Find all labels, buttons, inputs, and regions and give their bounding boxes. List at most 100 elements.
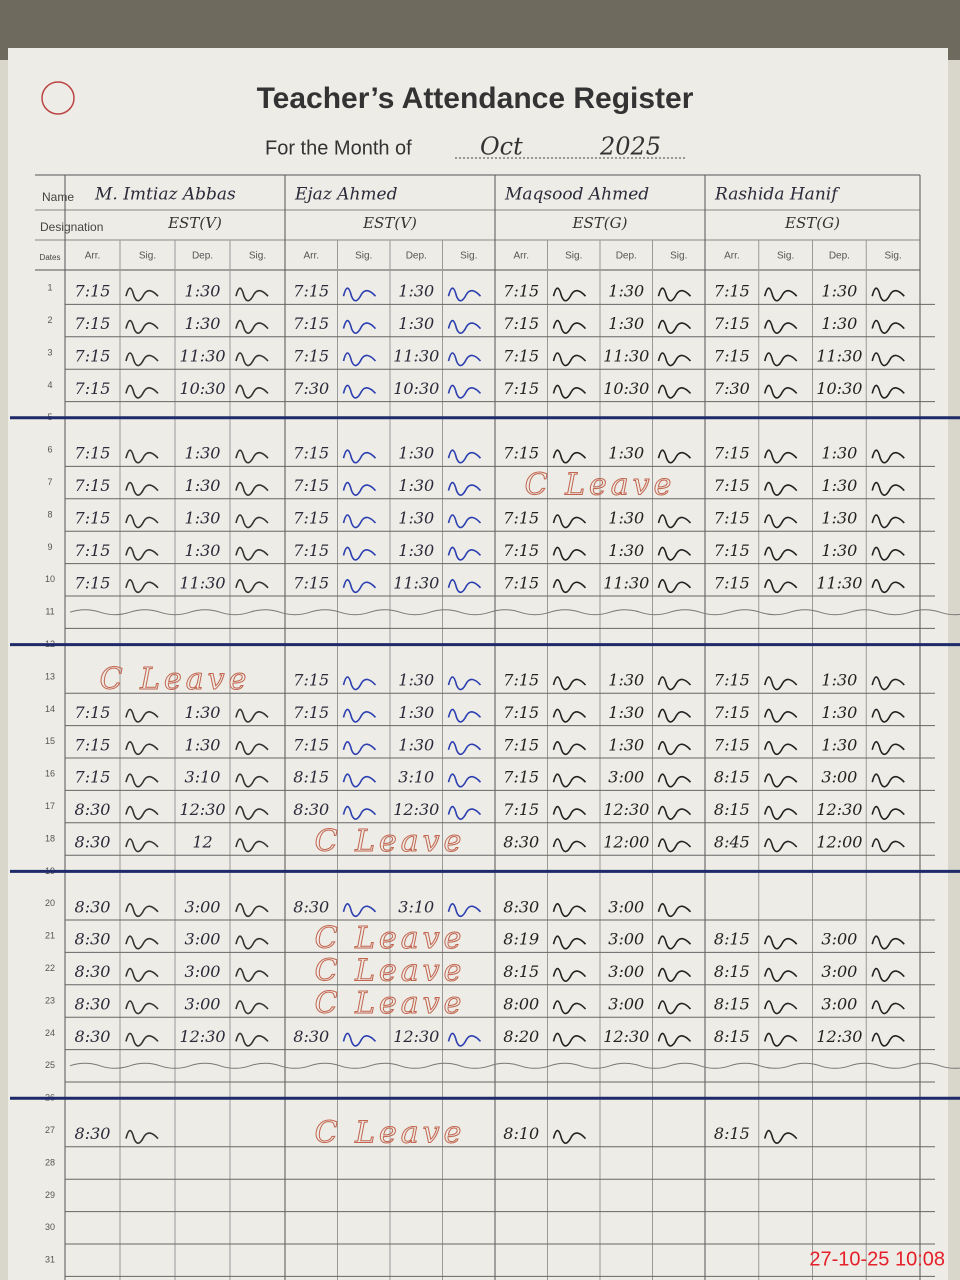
signature [552, 319, 587, 334]
signature [342, 352, 377, 367]
arrival-time: 7:15 [75, 379, 111, 398]
column-header: Sig. [460, 251, 477, 262]
arrival-time: 7:15 [293, 509, 329, 528]
signature [552, 1000, 587, 1015]
signature [552, 384, 587, 399]
signature [342, 903, 377, 918]
signature [763, 741, 798, 756]
signature [657, 352, 692, 367]
departure-time: 12:30 [816, 1027, 862, 1046]
arrival-time: 7:15 [503, 768, 539, 787]
arrival-time: 8:15 [714, 995, 750, 1014]
signature [871, 1032, 905, 1047]
page-stamp [41, 81, 75, 115]
departure-time: 10:30 [603, 379, 649, 398]
departure-time: 12:30 [603, 1027, 649, 1046]
arrival-time: 7:15 [714, 444, 750, 463]
arrival-time: 7:15 [714, 703, 750, 722]
date-label: 2 [47, 315, 52, 325]
designation-label: Designation [40, 220, 103, 234]
departure-time: 1:30 [821, 735, 857, 754]
signature [125, 352, 159, 367]
arrival-time: 7:15 [75, 541, 111, 560]
signature [125, 708, 159, 723]
departure-time: 1:30 [398, 703, 434, 722]
departure-time: 3:00 [185, 897, 221, 916]
signature [342, 287, 377, 302]
departure-time: 1:30 [821, 476, 857, 495]
signature [447, 352, 482, 367]
departure-time: 11:30 [816, 347, 862, 366]
column-header: Arr. [85, 251, 101, 262]
departure-time: 11:30 [393, 573, 439, 592]
departure-time: 1:30 [185, 703, 221, 722]
signature [125, 384, 159, 399]
signature [871, 514, 905, 529]
departure-time: 3:00 [608, 930, 644, 949]
signature [871, 1000, 905, 1015]
arrival-time: 7:15 [714, 671, 750, 690]
arrival-time: 7:15 [293, 282, 329, 301]
dates-label: Dates [40, 253, 61, 262]
signature [125, 546, 159, 561]
signature [871, 352, 905, 367]
arrival-time: 7:30 [714, 379, 750, 398]
departure-time: 10:30 [179, 379, 225, 398]
signature [125, 903, 159, 918]
arrival-time: 7:15 [503, 573, 539, 592]
signature [763, 579, 798, 594]
date-label: 10 [45, 574, 55, 584]
departure-time: 12:30 [393, 1027, 439, 1046]
date-label: 17 [45, 801, 55, 811]
timestamp: 27-10-25 10:08 [809, 1248, 945, 1270]
signature [871, 741, 905, 756]
signature [552, 676, 587, 691]
teacher-designation: EST(V) [167, 214, 222, 232]
arrival-time: 8:15 [714, 768, 750, 787]
signature [763, 449, 798, 464]
signature [763, 708, 798, 723]
signature [447, 319, 482, 334]
signature [235, 481, 269, 496]
signature [235, 805, 269, 820]
arrival-time: 7:15 [714, 476, 750, 495]
leave-entry: C Leave [315, 986, 466, 1021]
signature [763, 1129, 798, 1144]
signature [763, 287, 798, 302]
signature [657, 741, 692, 756]
arrival-time: 7:15 [75, 314, 111, 333]
signature [342, 741, 377, 756]
signature [552, 741, 587, 756]
signature [447, 676, 482, 691]
arrival-time: 7:15 [75, 509, 111, 528]
date-label: 30 [45, 1222, 55, 1232]
arrival-time: 8:30 [75, 1124, 111, 1143]
departure-time: 12:30 [393, 800, 439, 819]
arrival-time: 7:15 [75, 282, 111, 301]
signature [657, 449, 692, 464]
signature [763, 805, 798, 820]
date-label: 4 [47, 380, 52, 390]
signature [763, 773, 798, 788]
signature [552, 773, 587, 788]
signature [871, 805, 905, 820]
departure-time: 1:30 [821, 282, 857, 301]
teacher-designation: EST(V) [362, 214, 417, 232]
departure-time: 1:30 [398, 735, 434, 754]
date-label: 29 [45, 1190, 55, 1200]
month: Oct [480, 133, 523, 161]
teacher-name: M. Imtiaz Abbas [94, 185, 236, 205]
signature [871, 384, 905, 399]
blank-mark [69, 609, 960, 616]
signature [763, 935, 798, 950]
signature [447, 903, 482, 918]
departure-time: 1:30 [398, 509, 434, 528]
departure-time: 10:30 [393, 379, 439, 398]
signature [235, 708, 269, 723]
arrival-time: 7:15 [293, 735, 329, 754]
arrival-time: 8:15 [714, 1124, 750, 1143]
signature [871, 838, 905, 853]
month-label: For the Month of [265, 137, 412, 159]
